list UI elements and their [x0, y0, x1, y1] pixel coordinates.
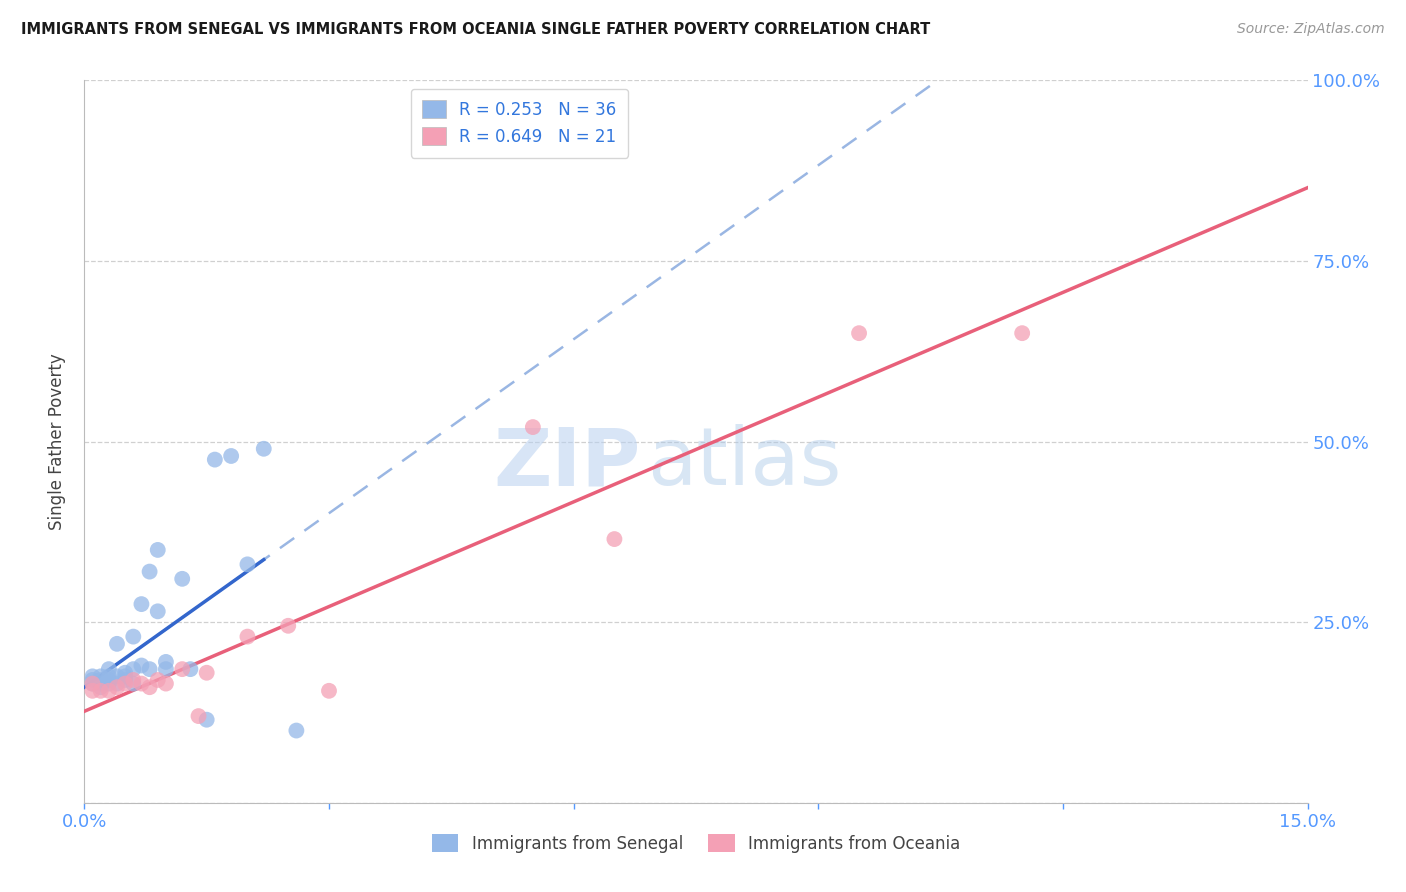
Point [146, 673, 169, 687]
Point [114, 669, 136, 683]
Point [146, 604, 169, 618]
Point [105, 669, 128, 683]
Point [82, 676, 104, 690]
Point [82, 683, 104, 698]
Text: ZIP: ZIP [494, 425, 641, 502]
Y-axis label: Single Father Poverty: Single Father Poverty [48, 353, 66, 530]
Point [114, 665, 136, 680]
Point [138, 662, 160, 676]
Point [122, 673, 145, 687]
Point [318, 683, 340, 698]
Point [172, 572, 194, 586]
Point [114, 673, 136, 687]
Point [131, 676, 153, 690]
Text: IMMIGRANTS FROM SENEGAL VS IMMIGRANTS FROM OCEANIA SINGLE FATHER POVERTY CORRELA: IMMIGRANTS FROM SENEGAL VS IMMIGRANTS FR… [21, 22, 931, 37]
Point [122, 676, 145, 690]
Point [114, 676, 136, 690]
Point [105, 676, 128, 690]
Point [97, 676, 120, 690]
Text: atlas: atlas [647, 425, 841, 502]
Legend: Immigrants from Senegal, Immigrants from Oceania: Immigrants from Senegal, Immigrants from… [425, 828, 967, 860]
Point [90, 676, 112, 690]
Point [82, 673, 104, 687]
Point [97, 669, 120, 683]
Point [603, 532, 626, 546]
Point [97, 673, 120, 687]
Point [122, 662, 145, 676]
Point [285, 723, 308, 738]
Point [253, 442, 276, 456]
Point [131, 597, 153, 611]
Point [138, 565, 160, 579]
Point [105, 637, 128, 651]
Point [82, 676, 104, 690]
Point [195, 665, 218, 680]
Point [187, 709, 209, 723]
Point [155, 676, 177, 690]
Text: Source: ZipAtlas.com: Source: ZipAtlas.com [1237, 22, 1385, 37]
Point [138, 680, 160, 694]
Point [1011, 326, 1033, 340]
Point [277, 619, 299, 633]
Point [236, 630, 259, 644]
Point [848, 326, 870, 340]
Point [219, 449, 242, 463]
Point [522, 420, 544, 434]
Point [155, 655, 177, 669]
Point [236, 558, 259, 572]
Point [97, 683, 120, 698]
Point [204, 452, 226, 467]
Point [90, 669, 112, 683]
Point [146, 542, 169, 557]
Point [131, 658, 153, 673]
Point [179, 662, 201, 676]
Point [90, 680, 112, 694]
Point [105, 680, 128, 694]
Point [172, 662, 194, 676]
Point [90, 673, 112, 687]
Point [122, 630, 145, 644]
Point [195, 713, 218, 727]
Point [97, 662, 120, 676]
Point [155, 662, 177, 676]
Point [90, 683, 112, 698]
Point [82, 669, 104, 683]
